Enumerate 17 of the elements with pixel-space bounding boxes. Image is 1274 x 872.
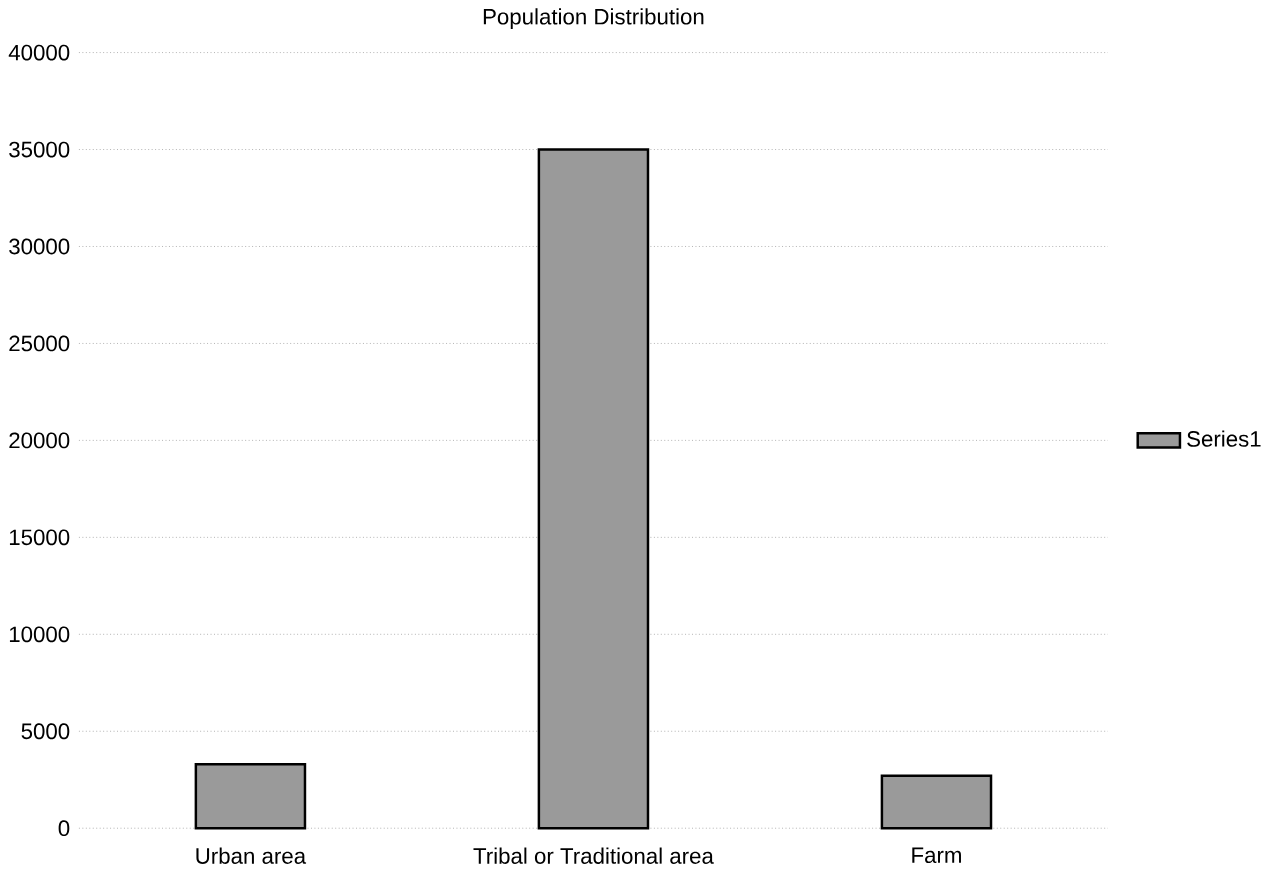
x-tick-label: Urban area [196,847,307,864]
y-tick-label: 15000 [9,529,70,546]
y-tick-label: 30000 [9,238,70,255]
bar [537,148,650,830]
x-tick-label: Tribal or Traditional area [473,847,714,864]
x-tick-label: Farm [912,847,961,864]
y-tick-label: 20000 [9,432,70,449]
y-tick-label: 40000 [8,44,70,61]
bar [880,774,993,830]
y-tick-label: 35000 [9,141,70,158]
bar [194,762,307,830]
chart-title: Population Distribution [483,8,704,29]
y-tick-label: 5000 [21,723,70,740]
y-tick-label: 0 [58,820,70,837]
y-tick-label: 10000 [9,626,70,643]
legend-label: Series1 [1187,430,1261,447]
y-tick-label: 25000 [9,335,70,352]
